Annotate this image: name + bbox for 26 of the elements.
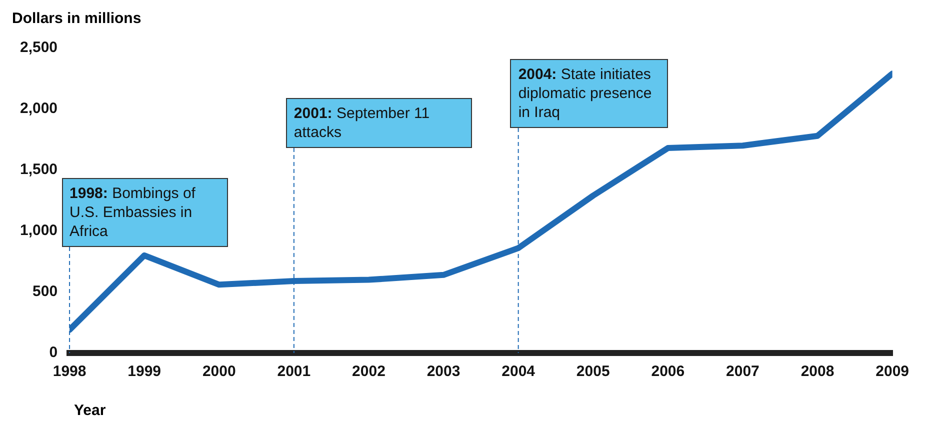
x-tick-label: 1999: [128, 363, 162, 380]
x-tick-label: 2000: [202, 363, 236, 380]
x-tick-label: 1998: [52, 363, 86, 380]
x-tick-label: 2008: [800, 363, 834, 380]
x-tick-label: 2002: [352, 363, 386, 380]
ref-line-label: 2001: September 11 attacks: [294, 105, 430, 141]
x-tick-label: 2001: [277, 363, 311, 380]
x-axis-title: Year: [74, 402, 106, 419]
y-tick-label: 2,000: [20, 100, 58, 118]
y-axis-title: Dollars in millions: [12, 10, 142, 27]
y-tick-label: 500: [32, 283, 58, 300]
y-tick-label: 1,500: [20, 161, 58, 178]
ref-line-label: 2004: State initiates diplomatic presence in Iraq: [518, 66, 652, 121]
x-tick-label: 2009: [876, 363, 910, 380]
y-tick-label: 0: [49, 344, 58, 362]
callout-box: 2001: September 11 attacks: [286, 98, 472, 148]
callout-box: 1998: Bombings of U.S. Embassies in Africa: [62, 178, 228, 247]
x-tick-label: 2007: [726, 363, 760, 380]
x-tick-label: 2004: [502, 363, 536, 380]
callout-box: 2004: State initiates diplomatic presence in Iraq: [510, 59, 668, 128]
ref-line-label: 1998: Bombings of U.S. Embassies in Africa: [70, 185, 196, 240]
x-tick-label: 2003: [426, 363, 460, 380]
y-tick-label: 2,500: [20, 39, 58, 56]
y-tick-label: 1,000: [20, 222, 58, 240]
x-tick-label: 2006: [651, 363, 685, 380]
x-tick-label: 2005: [576, 363, 610, 380]
